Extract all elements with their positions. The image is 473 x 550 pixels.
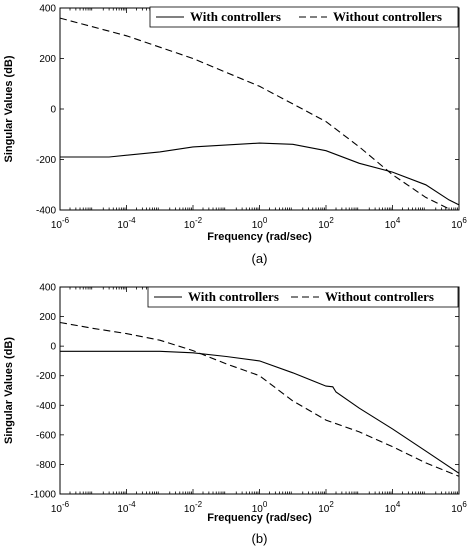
y-axis-title: Singular Values (dB) bbox=[3, 55, 15, 162]
x-tick-label: 10-6 bbox=[51, 216, 70, 231]
x-axis-title: Frequency (rad/sec) bbox=[207, 231, 312, 243]
y-tick-label: 400 bbox=[39, 283, 56, 294]
y-axis-title: Singular Values (dB) bbox=[3, 337, 15, 444]
legend-label: With controllers bbox=[188, 289, 279, 304]
x-tick-label: 106 bbox=[451, 216, 467, 231]
panel-label: (b) bbox=[252, 531, 268, 546]
y-tick-label: -200 bbox=[36, 371, 56, 382]
x-tick-label: 10-4 bbox=[117, 500, 136, 515]
legend-label: Without controllers bbox=[325, 289, 434, 304]
y-tick-label: 400 bbox=[39, 4, 56, 15]
x-tick-label: 104 bbox=[385, 216, 401, 231]
legend: With controllers Without controllers bbox=[149, 6, 459, 28]
plot-frame bbox=[59, 286, 460, 495]
legend: With controllers Without controllers bbox=[147, 286, 459, 308]
y-tick-label: -400 bbox=[36, 206, 56, 217]
x-tick-label: 106 bbox=[451, 500, 467, 515]
series-without-controllers bbox=[60, 17, 453, 210]
legend-label: With controllers bbox=[190, 9, 281, 24]
x-tick-label: 10-6 bbox=[51, 500, 70, 515]
x-tick-label: 10-2 bbox=[184, 500, 203, 515]
x-tick-label: 10-4 bbox=[117, 216, 136, 231]
series-without-controllers bbox=[60, 321, 459, 477]
y-tick-label: 200 bbox=[39, 312, 56, 323]
legend-label: Without controllers bbox=[333, 9, 442, 24]
x-tick-label: 100 bbox=[252, 500, 268, 515]
x-tick-label: 102 bbox=[318, 216, 334, 231]
y-tick-label: -400 bbox=[36, 401, 56, 412]
panel-label: (a) bbox=[252, 251, 268, 266]
x-tick-label: 102 bbox=[318, 500, 334, 515]
x-tick-label: 100 bbox=[252, 216, 268, 231]
series-with-controllers bbox=[60, 350, 459, 474]
y-tick-label: 0 bbox=[50, 105, 56, 116]
series-with-controllers bbox=[60, 142, 459, 206]
y-tick-label: -800 bbox=[36, 460, 56, 471]
x-axis-title: Frequency (rad/sec) bbox=[207, 512, 312, 524]
x-tick-label: 10-2 bbox=[184, 216, 203, 231]
y-tick-label: 200 bbox=[39, 54, 56, 65]
y-tick-label: -1000 bbox=[30, 490, 56, 501]
y-tick-label: 0 bbox=[50, 342, 56, 353]
x-tick-label: 104 bbox=[385, 500, 401, 515]
y-tick-label: -600 bbox=[36, 430, 56, 441]
y-tick-label: -200 bbox=[36, 155, 56, 166]
